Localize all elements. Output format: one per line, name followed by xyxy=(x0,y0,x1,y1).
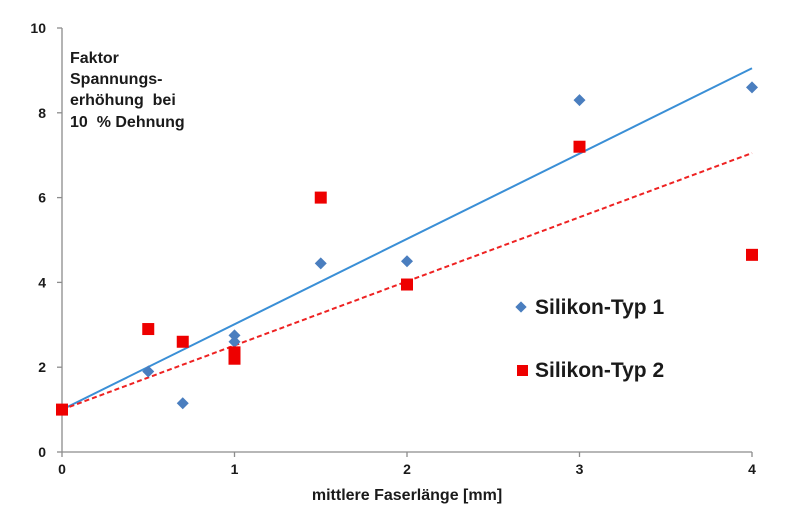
legend-label-silikon-typ-1: Silikon-Typ 1 xyxy=(535,296,664,319)
data-points xyxy=(56,81,758,416)
ticks: 0 1 2 3 4 0 2 4 6 8 10 xyxy=(30,20,756,477)
data-point-series-1 xyxy=(746,81,758,94)
data-point-series-1 xyxy=(314,257,327,270)
x-tick-label: 3 xyxy=(576,461,584,477)
y-axis-label-line-1: Faktor xyxy=(70,50,119,67)
legend-marker-silikon-typ-1 xyxy=(515,301,527,313)
y-tick-label: 0 xyxy=(38,444,46,460)
legend-label-silikon-typ-2: Silikon-Typ 2 xyxy=(535,359,664,382)
data-point-series-2 xyxy=(142,323,155,336)
data-point-series-2 xyxy=(314,191,327,204)
x-axis-label: mittlere Faserlänge [mm] xyxy=(312,487,502,504)
y-tick-label: 2 xyxy=(38,359,46,375)
trend-line-series-1 xyxy=(61,67,753,411)
y-tick-label: 8 xyxy=(38,105,46,121)
data-point-series-2 xyxy=(401,278,413,291)
legend-marker-silikon-typ-2 xyxy=(517,365,528,376)
y-tick-label: 4 xyxy=(38,274,46,290)
data-point-series-1 xyxy=(573,94,586,107)
x-tick-label: 4 xyxy=(748,461,756,477)
data-point-series-1 xyxy=(176,397,189,410)
legend: Silikon-Typ 1 Silikon-Typ 2 xyxy=(515,296,664,382)
y-axis-label-line-2: Spannungs- xyxy=(70,71,162,88)
x-tick-label: 0 xyxy=(58,461,66,477)
data-point-series-1 xyxy=(228,329,241,342)
data-point-series-2 xyxy=(746,248,758,261)
data-point-series-2 xyxy=(228,352,241,365)
y-axis-label-line-4: 10 % Dehnung xyxy=(70,114,185,131)
data-point-series-1 xyxy=(142,365,155,378)
y-axis-label-line-3: erhöhung bei xyxy=(70,92,176,109)
data-point-series-2 xyxy=(573,140,586,153)
data-point-series-2 xyxy=(176,335,189,348)
data-point-series-1 xyxy=(401,255,413,268)
data-point-series-2 xyxy=(56,403,68,416)
x-tick-label: 1 xyxy=(231,461,239,477)
y-tick-label: 10 xyxy=(30,20,46,36)
x-tick-label: 2 xyxy=(403,461,411,477)
data-point-series-1 xyxy=(228,335,241,348)
y-tick-label: 6 xyxy=(38,190,46,206)
